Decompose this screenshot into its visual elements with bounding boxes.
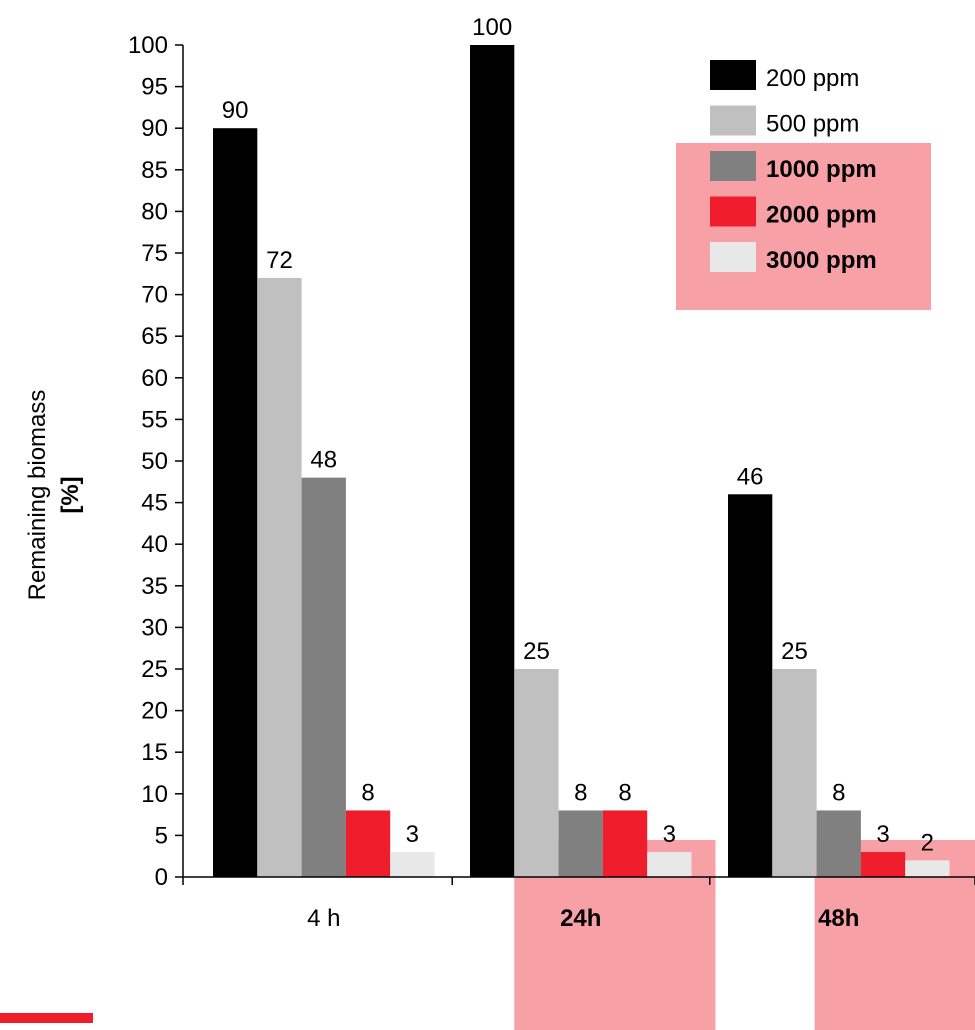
bar — [345, 810, 391, 877]
y-tick-label: 65 — [141, 323, 168, 350]
bar — [213, 128, 258, 877]
legend-swatch — [710, 105, 756, 136]
y-axis-unit: [%] — [57, 476, 84, 513]
x-tick-label: 4 h — [307, 905, 340, 932]
data-label: 3 — [876, 821, 889, 848]
legend-label: 200 ppm — [766, 65, 859, 92]
legend-label: 3000 ppm — [766, 247, 877, 274]
y-tick-label: 70 — [141, 282, 168, 309]
data-label: 8 — [832, 779, 845, 806]
red-accent-bar — [0, 1013, 93, 1023]
bar — [257, 277, 302, 878]
y-tick-label: 85 — [141, 157, 168, 184]
y-tick-label: 20 — [141, 698, 168, 725]
bar — [816, 810, 861, 877]
y-tick-label: 90 — [141, 115, 168, 142]
y-axis-unit-label: [%] — [57, 476, 84, 513]
y-tick-label: 40 — [141, 531, 168, 558]
y-tick-label: 15 — [141, 739, 168, 766]
y-tick-label: 35 — [141, 573, 168, 600]
y-ticks-group: 0 5 10 15 20 25 30 35 40 45 50 55 60 65 70 75 80 85 90 95 10… — [128, 32, 183, 891]
data-label: 25 — [523, 638, 550, 665]
data-label: 3 — [663, 821, 676, 848]
y-tick-label: 45 — [141, 490, 168, 517]
bar — [905, 860, 950, 877]
y-axis-label: Remaining biomass — [24, 390, 51, 601]
legend-label: 500 ppm — [766, 111, 859, 138]
y-tick-label: 5 — [155, 822, 168, 849]
bar — [390, 852, 435, 877]
x-ticks-group: 4 h 24h 48h — [182, 877, 975, 932]
bar — [647, 852, 692, 877]
bars-group — [213, 45, 950, 878]
data-label: 90 — [222, 97, 249, 124]
bar — [470, 45, 515, 877]
data-label: 3 — [406, 821, 419, 848]
y-tick-label: 75 — [141, 240, 168, 267]
legend-swatch — [710, 242, 756, 272]
data-label: 25 — [781, 638, 808, 665]
bar — [301, 477, 346, 877]
y-tick-label: 25 — [141, 656, 168, 683]
bar — [728, 494, 773, 877]
y-tick-label: 55 — [141, 406, 168, 433]
y-tick-label: 60 — [141, 365, 168, 392]
y-tick-label: 10 — [141, 781, 168, 808]
y-tick-label: 95 — [141, 74, 168, 101]
legend-swatch — [710, 196, 756, 227]
y-tick-label: 100 — [128, 32, 168, 59]
bar — [602, 810, 648, 877]
data-label: 48 — [310, 447, 337, 474]
y-tick-label: 50 — [141, 448, 168, 475]
legend-label: 1000 ppm — [766, 156, 877, 183]
legend: 200 ppm 500 ppm 1000 ppm 2000 ppm 3000 ppm — [710, 60, 877, 274]
data-label: 72 — [266, 247, 293, 274]
data-label: 8 — [618, 779, 631, 806]
y-tick-label: 80 — [141, 198, 168, 225]
bar — [514, 669, 559, 877]
data-label: 8 — [361, 779, 374, 806]
data-label: 46 — [737, 463, 764, 490]
data-labels-group: 90 72 48 8 3 100 25 8 8 3 46 25 8 3 2 — [222, 14, 934, 856]
x-tick-label: 48h — [818, 905, 859, 932]
legend-swatch — [710, 60, 756, 90]
legend-swatch — [710, 151, 756, 181]
data-label: 8 — [574, 779, 587, 806]
bar — [860, 852, 906, 877]
bar — [772, 669, 817, 877]
y-tick-label: 0 — [155, 864, 168, 891]
data-label: 2 — [921, 829, 934, 856]
legend-label: 2000 ppm — [766, 202, 877, 229]
y-tick-label: 30 — [141, 614, 168, 641]
bar — [558, 810, 603, 877]
y-axis-title: Remaining biomass — [24, 390, 51, 601]
x-tick-label: 24h — [560, 905, 601, 932]
data-label: 100 — [472, 14, 512, 41]
